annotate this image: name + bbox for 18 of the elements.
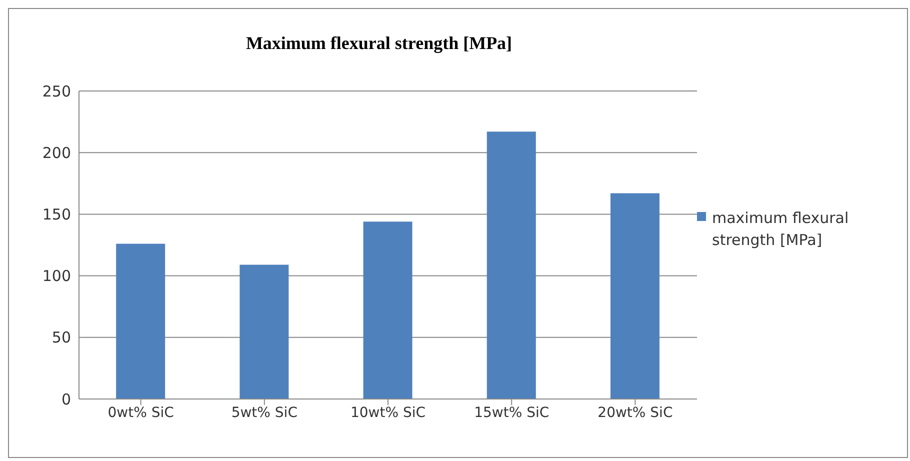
y-tick-label: 50: [52, 328, 71, 347]
legend-label: maximum flexural strength [MPa]: [712, 208, 850, 251]
x-tick-label: 10wt% SiC: [350, 404, 426, 421]
bar: [363, 222, 412, 399]
y-tick-label: 100: [42, 267, 71, 286]
bar: [116, 244, 166, 399]
x-tick-label: 0wt% SiC: [108, 404, 174, 421]
x-tick-label: 20wt% SiC: [598, 404, 673, 421]
bar: [486, 132, 536, 399]
chart-title: Maximum flexural strength [MPa]: [244, 33, 514, 54]
y-tick-label: 0: [61, 390, 71, 408]
bar: [240, 264, 289, 399]
y-tick-label: 200: [42, 144, 71, 162]
bar: [610, 193, 660, 399]
y-tick-label: 250: [42, 82, 71, 100]
x-tick-label: 15wt% SiC: [474, 404, 550, 421]
y-tick-label: 150: [42, 206, 71, 224]
x-tick-label: 5wt% SiC: [231, 404, 298, 421]
